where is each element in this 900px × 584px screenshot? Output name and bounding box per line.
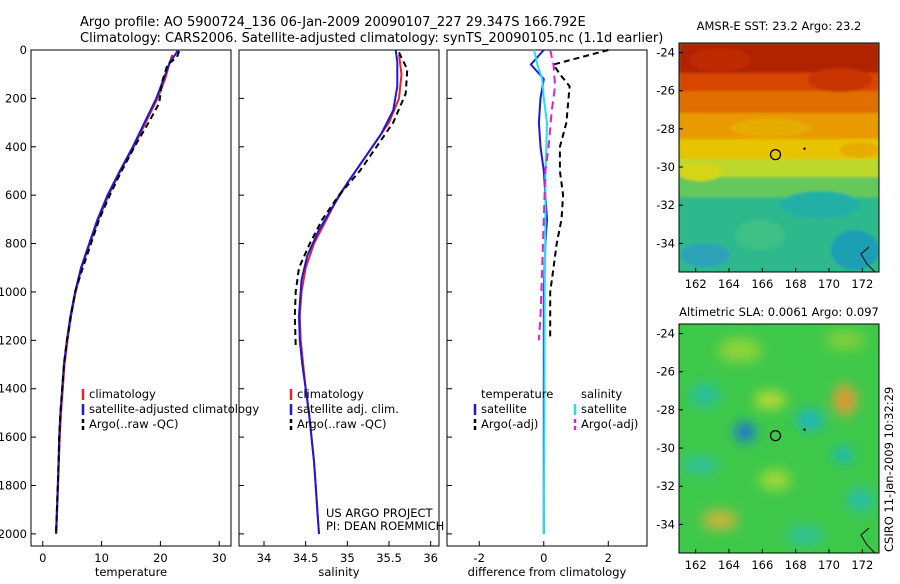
argo-float-marker (769, 148, 782, 161)
legend-label: Argo(..raw -QC) (297, 417, 387, 431)
coastline (860, 527, 876, 554)
y-tick-label: -34 (656, 236, 675, 250)
legend-label: Argo(-adj) (581, 417, 638, 431)
x-tick-label: 162 (685, 558, 707, 572)
series-satellite-adj-clim (297, 49, 399, 534)
x-tick-label: 168 (785, 277, 807, 291)
legend-label: climatology (297, 387, 364, 401)
y-tick-label: -28 (656, 403, 675, 417)
x-tick-label: 35 (340, 551, 355, 565)
y-tick-label: -32 (656, 479, 675, 493)
x-tick-label: -2 (474, 551, 485, 565)
y-tick-label: 200 (5, 91, 27, 105)
x-axis-label: salinity (318, 565, 359, 579)
legend-group-title: salinity (581, 387, 622, 401)
x-tick-label: 168 (785, 558, 807, 572)
panel-frame (30, 49, 232, 547)
x-tick-label: 30 (212, 551, 227, 565)
x-tick-label: 162 (685, 277, 707, 291)
panel-frame (446, 49, 648, 547)
y-tick-label: -24 (656, 327, 675, 341)
x-tick-label: 172 (851, 277, 873, 291)
panel-frame (238, 49, 440, 547)
legend-label: satellite adj. clim. (297, 402, 399, 416)
legend-label: Argo(..raw -QC) (89, 417, 179, 431)
secondary-marker-dot (803, 147, 806, 150)
coastline (860, 246, 876, 273)
series-climatology (298, 54, 403, 534)
x-tick-label: 10 (94, 551, 109, 565)
series-temperature-argo-adj (549, 49, 609, 341)
legend-label: satellite (581, 402, 627, 416)
x-tick-label: 36 (423, 551, 438, 565)
credit-line1: US ARGO PROJECT (326, 506, 434, 520)
x-tick-label: 172 (851, 558, 873, 572)
sla-map-title: Altimetric SLA: 0.0061 Argo: 0.097 (679, 305, 879, 319)
secondary-marker-dot (803, 428, 806, 431)
x-axis-label: difference from climatology (468, 565, 627, 579)
salinity-profile-panel: 34 34.5 35 35.5 36 salinity climatologysatelli… (238, 49, 440, 579)
sst-map-axes: 162 164 166 168 170 172 -24 -26 -28 -30 -32 -34 (656, 42, 880, 291)
series-salinity-satellite (533, 49, 549, 534)
credit-line2: PI: DEAN ROEMMICH (326, 519, 444, 533)
series-salinity-argo-adj (537, 49, 557, 341)
map-frame (678, 323, 880, 554)
map-frame (678, 42, 880, 273)
y-tick-label: -24 (656, 46, 675, 60)
legend-label: climatology (89, 387, 156, 401)
x-tick-label: 2 (605, 551, 612, 565)
y-tick-label: 1800 (0, 479, 27, 493)
y-tick-label: 600 (5, 188, 27, 202)
x-tick-label: 170 (818, 277, 840, 291)
x-tick-label: 35.5 (376, 551, 402, 565)
temperature-profile-panel: 0 200 400 600 800 1000 1200 1400 1600 1800 2000 0 10… (0, 43, 259, 579)
legend-label: Argo(-adj) (481, 417, 538, 431)
legend-label: satellite-adjusted climatology (89, 402, 259, 416)
timestamp-label: CSIRO 11-Jan-2009 10:32:29 (882, 387, 896, 552)
header-line2: Climatology: CARS2006. Satellite-adjuste… (80, 31, 663, 46)
y-tick-label: -30 (656, 160, 675, 174)
header-line1: Argo profile: AO 5900724_136 06-Jan-2009… (80, 15, 586, 30)
x-tick-label: 34.5 (293, 551, 319, 565)
x-tick-label: 166 (751, 277, 773, 291)
x-tick-label: 164 (718, 558, 740, 572)
y-tick-label: -28 (656, 122, 675, 136)
y-tick-label: 400 (5, 140, 27, 154)
x-tick-label: 20 (153, 551, 168, 565)
y-tick-label: -34 (656, 517, 675, 531)
x-tick-label: 170 (818, 558, 840, 572)
legend: temperaturesatelliteArgo(-adj)salinitysa… (473, 387, 638, 431)
y-tick-label: 1200 (0, 333, 27, 347)
legend-label: satellite (481, 402, 527, 416)
series-argo-raw-qc (55, 50, 181, 534)
y-tick-label: -26 (656, 84, 675, 98)
sla-map-axes: 162 164 166 168 170 172 -24 -26 -28 -30 -32 -34 (656, 323, 880, 572)
y-tick-label: -32 (656, 198, 675, 212)
y-tick-label: 2000 (0, 527, 27, 541)
y-tick-label: 1400 (0, 382, 27, 396)
argo-float-marker (769, 429, 782, 442)
y-tick-label: -30 (656, 441, 675, 455)
series-argo-raw-qc (293, 51, 409, 346)
x-tick-label: 0 (39, 551, 46, 565)
x-tick-label: 0 (540, 551, 547, 565)
legend-group-title: temperature (481, 387, 553, 401)
sst-map-title: AMSR-E SST: 23.2 Argo: 23.2 (697, 19, 862, 33)
series-satellite-adjusted-climatology (55, 49, 179, 534)
y-tick-label: 1000 (0, 285, 27, 299)
x-axis-label: temperature (95, 565, 167, 579)
y-tick-label: 800 (5, 237, 27, 251)
x-tick-label: 34 (257, 551, 272, 565)
y-tick-label: 0 (20, 43, 27, 57)
x-tick-label: 166 (751, 558, 773, 572)
x-tick-label: 164 (718, 277, 740, 291)
y-tick-label: 1600 (0, 430, 27, 444)
y-tick-label: -26 (656, 365, 675, 379)
